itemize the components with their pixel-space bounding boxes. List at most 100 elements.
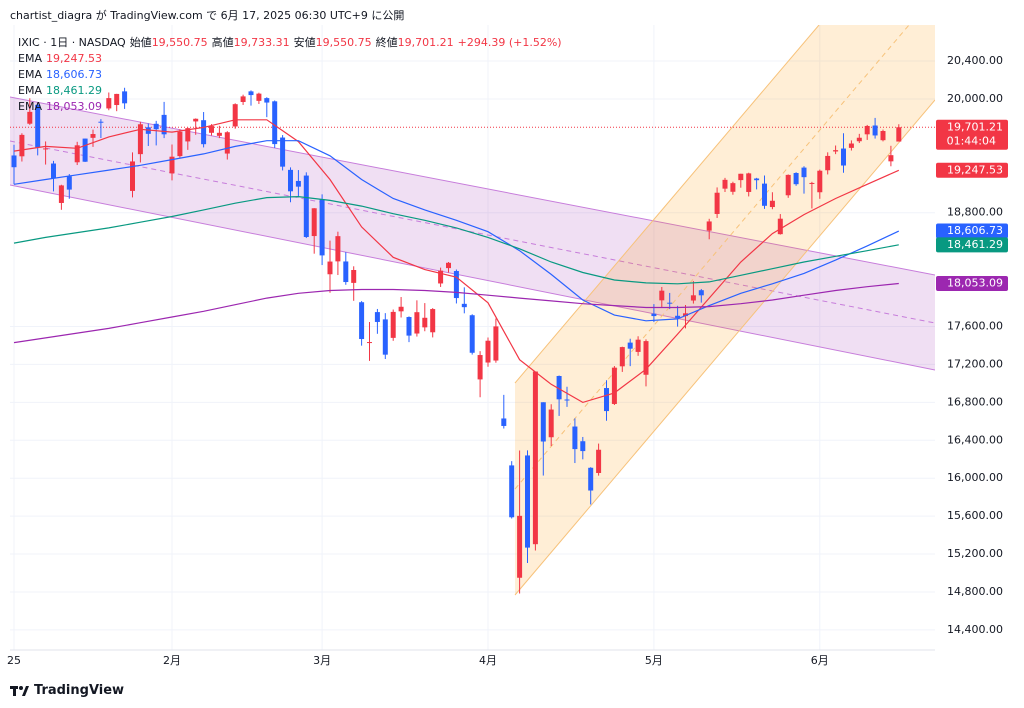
x-tick-label: 6月 xyxy=(811,654,829,667)
channel-mid xyxy=(514,25,910,490)
logo-text: TradingView xyxy=(34,683,125,698)
candle-body xyxy=(335,236,341,262)
ohlc-value: 19,733.31 xyxy=(233,36,290,49)
candle-body xyxy=(651,313,657,317)
candle-body xyxy=(295,180,301,187)
ema-line xyxy=(13,140,900,322)
candle-body xyxy=(43,148,49,150)
candle-body xyxy=(130,161,135,191)
candle-body xyxy=(11,155,17,168)
y-tick-label: 20,400.00 xyxy=(947,54,1003,67)
ema-line xyxy=(13,119,900,404)
logo: TradingView xyxy=(10,683,124,698)
candle-body xyxy=(406,317,412,336)
y-tick-label: 15,200.00 xyxy=(947,547,1003,560)
candle-body xyxy=(572,426,578,450)
change: +294.39 (+1.52%) xyxy=(457,35,562,49)
candle-body xyxy=(722,179,728,189)
price-tag xyxy=(936,223,1008,239)
ohlc-label: 高値 xyxy=(211,36,234,49)
candle-body xyxy=(596,449,602,473)
candle-body xyxy=(801,167,807,178)
candle-body xyxy=(256,93,262,101)
candle-body xyxy=(461,303,467,308)
candle-body xyxy=(619,347,625,367)
x-tick-label: 2月 xyxy=(163,654,181,667)
candle-body xyxy=(58,185,64,203)
candle-body xyxy=(833,150,839,152)
price-tag-label: 18,053.09 xyxy=(947,277,1003,290)
candle-body xyxy=(51,163,56,179)
candle-body xyxy=(398,306,404,312)
axes: 20,400.00 20,000.00 18,800.00 17,600.00 17,2… xyxy=(7,54,1008,667)
candle-body xyxy=(627,342,633,349)
candle-body xyxy=(746,173,752,192)
candle-body xyxy=(35,104,41,148)
y-tick-label: 14,400.00 xyxy=(947,623,1003,636)
candle-body xyxy=(453,271,459,299)
candle-body xyxy=(643,341,649,375)
candle-body xyxy=(193,118,199,122)
ohlc-label: 終値 xyxy=(375,36,398,49)
candle-body xyxy=(556,375,562,400)
price-tag xyxy=(936,119,1008,150)
candle-body xyxy=(659,290,665,301)
candle-body xyxy=(224,132,230,154)
candle-body xyxy=(580,441,586,452)
candle-body xyxy=(19,134,25,157)
candle-body xyxy=(880,130,886,141)
candle-body xyxy=(414,312,420,334)
candle-body xyxy=(114,93,120,106)
candle-body xyxy=(548,409,554,438)
candle-body xyxy=(153,123,159,130)
channel-mid xyxy=(10,140,935,324)
candle-body xyxy=(319,199,325,256)
candle-body xyxy=(477,355,483,380)
price-tag-label: 19,701.21 xyxy=(947,120,1003,133)
ohlc-item: 安値19,550.75 xyxy=(294,34,372,50)
ema-value: 18,461.29 xyxy=(45,83,102,97)
ohlc-value: 19,701.21 xyxy=(397,36,454,49)
candle-body xyxy=(343,261,349,283)
candle-body xyxy=(841,148,846,166)
candle-body xyxy=(611,367,617,404)
candle-body xyxy=(272,101,278,145)
candle-body xyxy=(501,418,507,426)
ohlc-label: 安値 xyxy=(293,36,316,49)
candle-body xyxy=(683,313,688,317)
ema-name: EMA xyxy=(18,83,42,97)
price-tag xyxy=(936,162,1008,178)
price-tag-label: 19,247.53 xyxy=(947,163,1003,176)
candle-body xyxy=(635,339,641,352)
candle-body xyxy=(864,125,870,135)
ema-line xyxy=(13,195,899,285)
candle-body xyxy=(209,126,214,133)
candle-body xyxy=(82,138,88,162)
x-tick-label: 3月 xyxy=(313,654,331,667)
candle-body xyxy=(714,192,720,214)
ema-legend: EMA 19,247.53 EMA 18,606.73 EMA 18,461.29 EMA 1… xyxy=(18,50,562,114)
ema-legend-item: EMA 18,606.73 xyxy=(18,66,562,82)
price-tag xyxy=(936,276,1008,292)
y-tick-label: 14,800.00 xyxy=(947,585,1003,598)
y-tick-label: 17,600.00 xyxy=(947,320,1003,333)
y-tick-label: 17,200.00 xyxy=(947,357,1003,370)
candle-body xyxy=(509,465,515,518)
candle-body xyxy=(137,124,143,155)
candle-body xyxy=(201,120,207,145)
ohlc-item: 始値19,550.75 xyxy=(130,34,208,50)
candle-body xyxy=(469,315,475,353)
candle-body xyxy=(74,145,80,163)
candle-body xyxy=(872,125,878,136)
countdown-label: 01:44:04 xyxy=(947,134,996,147)
channel-line xyxy=(10,184,935,371)
candle-body xyxy=(525,455,530,548)
ohlc-label: 始値 xyxy=(129,36,152,49)
candle-body xyxy=(754,178,760,181)
candle-body xyxy=(896,127,902,142)
price-tag-label: 18,606.73 xyxy=(947,224,1003,237)
candle-body xyxy=(374,312,380,322)
candle-body xyxy=(240,96,246,102)
